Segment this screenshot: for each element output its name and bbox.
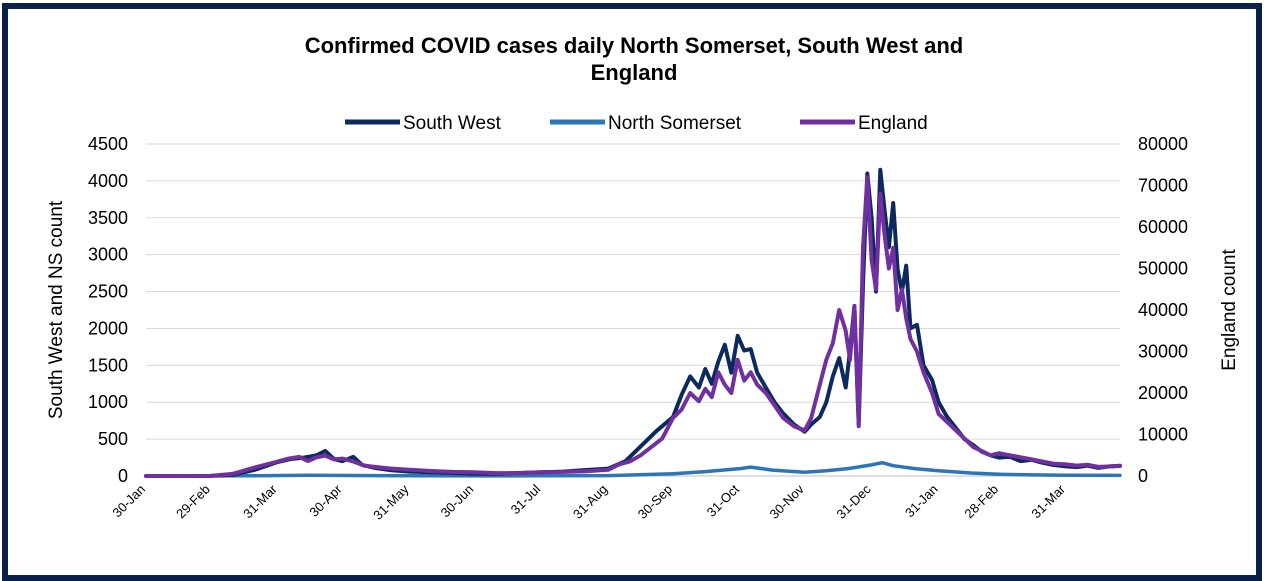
x-tick-label: 31-Jan (902, 482, 941, 521)
right-axis-ticks: 0 10000 20000 30000 40000 50000 60000 70000 8000… (1138, 134, 1188, 486)
x-tick-label: 31-Aug (570, 482, 610, 522)
left-axis-ticks: 0 500 1000 1500 2000 2500 3000 3500 4000 4500 (88, 134, 128, 486)
right-tick-label: 50000 (1138, 259, 1188, 279)
x-tick-label: 31-Jul (508, 481, 544, 517)
right-axis-label: England count (1219, 249, 1240, 371)
x-tick-label: 30-Jun (438, 482, 477, 521)
x-tick-label: 31-Dec (834, 481, 875, 522)
left-tick-label: 3000 (88, 245, 128, 265)
x-tick-label: 31-Oct (704, 481, 742, 519)
left-tick-label: 2000 (88, 318, 128, 338)
chart-title: Confirmed COVID cases daily North Somers… (0, 32, 1268, 86)
legend-label: England (858, 113, 928, 134)
left-tick-label: 4500 (88, 134, 128, 154)
left-tick-label: 1000 (88, 392, 128, 412)
legend: South West North Somerset England (345, 113, 928, 134)
x-tick-label: 31-May (370, 481, 412, 523)
x-tick-label: 31-Mar (240, 481, 280, 521)
left-tick-label: 0 (118, 466, 128, 486)
series-lines (144, 167, 1122, 478)
right-tick-label: 80000 (1138, 134, 1188, 154)
x-tick-label: 30-Nov (767, 481, 808, 522)
series-line-england (144, 175, 1122, 478)
x-tick-label: 28-Feb (961, 482, 1001, 522)
left-tick-label: 1500 (88, 355, 128, 375)
left-tick-label: 500 (98, 429, 128, 449)
legend-label: North Somerset (608, 113, 742, 134)
chart-title-line-1: Confirmed COVID cases daily North Somers… (304, 33, 964, 58)
right-tick-label: 0 (1138, 466, 1148, 486)
right-tick-label: 60000 (1138, 217, 1188, 237)
chart-title-line-2: England (590, 60, 678, 85)
x-tick-label: 31-Mar (1028, 481, 1068, 521)
gridlines (146, 143, 1120, 477)
right-tick-label: 10000 (1138, 425, 1188, 445)
x-tick-label: 30-Jan (109, 482, 148, 521)
series-line-north-somerset (144, 460, 1122, 478)
right-tick-label: 70000 (1138, 176, 1188, 196)
x-tick-label: 29-Feb (173, 482, 213, 522)
right-tick-label: 40000 (1138, 300, 1188, 320)
left-axis-label: South West and NS count (46, 200, 67, 419)
right-tick-label: 30000 (1138, 342, 1188, 362)
left-tick-label: 2500 (88, 282, 128, 302)
right-tick-label: 20000 (1138, 383, 1188, 403)
legend-label: South West (403, 113, 502, 134)
left-tick-label: 3500 (88, 208, 128, 228)
series-line-south-west (144, 167, 1122, 478)
x-axis-ticks: 30-Jan 29-Feb 31-Mar 30-Apr 31-May 30-Jun 31-J… (109, 481, 1068, 523)
left-tick-label: 4000 (88, 171, 128, 191)
x-tick-label: 30-Apr (306, 481, 345, 520)
x-tick-label: 30-Sep (635, 482, 675, 522)
